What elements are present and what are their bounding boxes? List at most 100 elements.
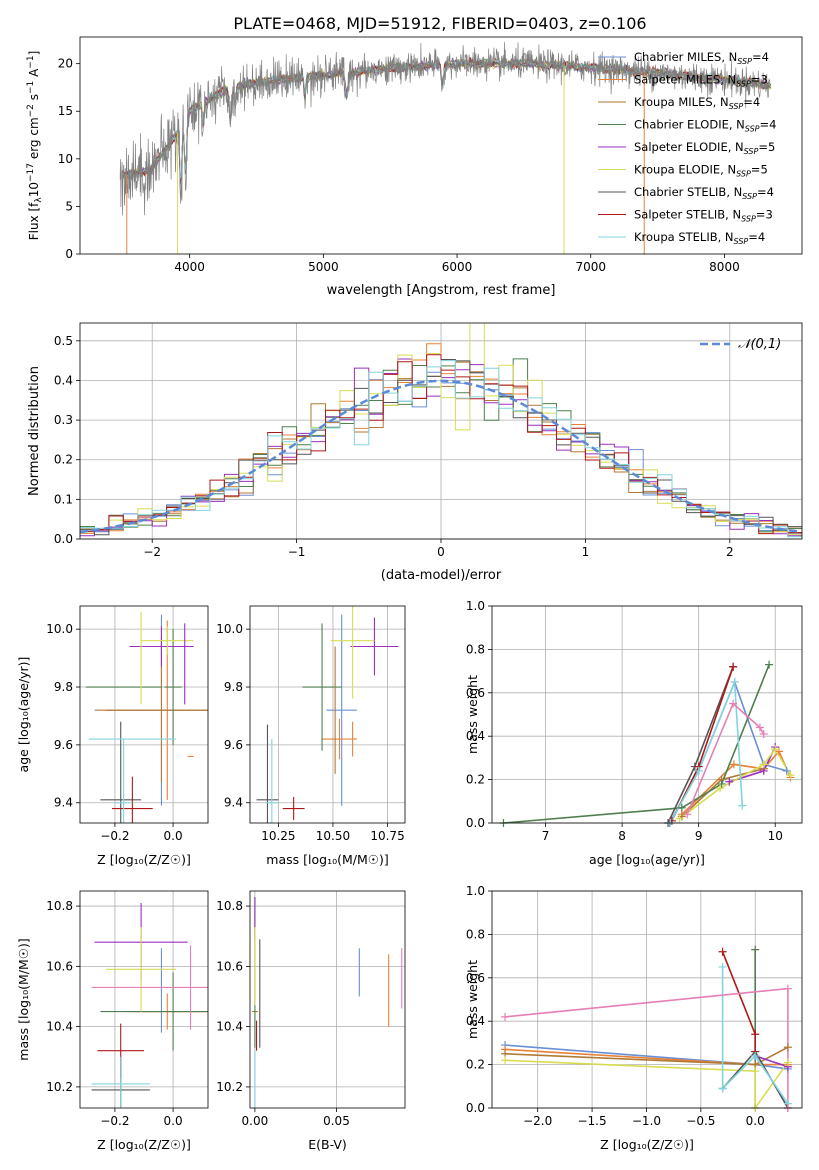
legend-entry: Salpeter ELODIE, NSSP=5 bbox=[634, 140, 775, 156]
mass-vs-Z-xlabel: Z [log₁₀(Z/Z☉)] bbox=[97, 1137, 191, 1152]
spectrum-ytick-label: 5 bbox=[65, 199, 73, 213]
age-vs-Z-xtick-label: −0.2 bbox=[100, 829, 129, 843]
residuals-ytick-label: 0.0 bbox=[54, 532, 73, 546]
age-vs-Z-ytick-label: 9.8 bbox=[54, 680, 73, 694]
massweight-vs-Z-ytick-label: 0.4 bbox=[466, 1014, 485, 1028]
mass-vs-Z-ytick-label: 10.6 bbox=[46, 959, 73, 973]
mass-vs-EBV-ytick-label: 10.2 bbox=[216, 1080, 243, 1094]
mass-vs-EBV-plot-area bbox=[251, 897, 403, 1108]
age-vs-mass-plot-area bbox=[256, 606, 399, 823]
residuals-ytick-label: 0.3 bbox=[54, 413, 73, 427]
massweight-vs-age-series-line bbox=[669, 681, 744, 823]
mass-vs-Z-plot-area bbox=[91, 903, 208, 1108]
mass-vs-EBV-xtick-label: 0.00 bbox=[242, 1114, 269, 1128]
mass-vs-Z-ytick-label: 10.8 bbox=[46, 899, 73, 913]
age-vs-Z-ylabel: age [log₁₀(age/yr)] bbox=[16, 657, 31, 773]
massweight-vs-age-ytick-label: 0.4 bbox=[466, 729, 485, 743]
age-vs-Z-frame bbox=[79, 605, 209, 824]
residuals-xtick-label: 1 bbox=[582, 545, 590, 559]
massweight-vs-age-ytick-label: 0.2 bbox=[466, 773, 485, 787]
massweight-vs-age-marker bbox=[730, 677, 739, 686]
residuals-ylabel: Normed distribution bbox=[27, 366, 42, 496]
spectrum-xlabel: wavelength [Angstrom, rest frame] bbox=[327, 283, 556, 298]
residuals-ytick-label: 0.4 bbox=[54, 373, 73, 387]
massweight-vs-Z-marker bbox=[751, 1030, 760, 1039]
massweight-vs-age-marker bbox=[683, 810, 692, 819]
spectrum-ytick-label: 15 bbox=[58, 104, 73, 118]
mass-vs-Z-xtick-label: 0.0 bbox=[164, 1114, 183, 1128]
legend-entry: Chabrier ELODIE, NSSP=4 bbox=[634, 118, 776, 134]
massweight-vs-Z-marker bbox=[718, 962, 727, 971]
spectrum-xtick-label: 5000 bbox=[308, 260, 339, 274]
residuals-ytick-label: 0.5 bbox=[54, 334, 73, 348]
mass-vs-EBV-xlabel: E(B-V) bbox=[308, 1137, 347, 1152]
massweight-vs-age-marker bbox=[759, 760, 768, 769]
legend-entry: Kroupa MILES, NSSP=4 bbox=[634, 95, 760, 111]
age-vs-Z-plot-area bbox=[85, 611, 208, 823]
massweight-vs-age-ytick-label: 0.6 bbox=[466, 686, 485, 700]
legend-entry: Salpeter MILES, NSSP=3 bbox=[634, 73, 768, 89]
mass-vs-EBV-frame bbox=[249, 890, 406, 1109]
spectrum-frame bbox=[79, 36, 803, 255]
massweight-vs-Z-xtick-label: −0.5 bbox=[686, 1114, 715, 1128]
spectrum-ytick-label: 20 bbox=[58, 57, 73, 71]
spectrum-observed-line bbox=[119, 41, 771, 216]
massweight-vs-Z-series-line bbox=[754, 1055, 789, 1068]
age-vs-mass-ytick-label: 9.8 bbox=[224, 680, 243, 694]
residuals-xlabel: (data-model)/error bbox=[381, 568, 502, 583]
mass-vs-EBV-ytick-label: 10.4 bbox=[216, 1020, 243, 1034]
age-vs-mass-xtick-label: 10.25 bbox=[261, 829, 295, 843]
massweight-vs-age-series-line bbox=[503, 664, 770, 823]
legend-entry: Chabrier STELIB, NSSP=4 bbox=[634, 185, 774, 201]
massweight-vs-age-marker bbox=[782, 766, 791, 775]
massweight-vs-age-marker bbox=[771, 745, 780, 754]
legend-entry: Salpeter STELIB, NSSP=3 bbox=[634, 208, 773, 224]
massweight-vs-Z-series-line bbox=[721, 967, 789, 1105]
spectrum-plot-area bbox=[119, 41, 772, 254]
massweight-vs-Z-marker bbox=[783, 984, 792, 993]
massweight-vs-Z-ytick-label: 0.2 bbox=[466, 1058, 485, 1072]
massweight-vs-Z-series-line bbox=[505, 1059, 789, 1108]
age-vs-Z-xtick-label: 0.0 bbox=[164, 829, 183, 843]
age-vs-mass-ytick-label: 10.0 bbox=[216, 622, 243, 636]
massweight-vs-age-xtick-label: 7 bbox=[542, 829, 550, 843]
age-vs-mass-xlabel: mass [log₁₀(M/M☉)] bbox=[266, 852, 388, 867]
massweight-vs-age-marker bbox=[725, 777, 734, 786]
mass-vs-Z-ytick-label: 10.4 bbox=[46, 1020, 73, 1034]
mass-vs-Z-frame bbox=[79, 890, 209, 1109]
legend-entry: Kroupa STELIB, NSSP=4 bbox=[634, 230, 765, 246]
massweight-vs-age-ytick-label: 0.0 bbox=[466, 816, 485, 830]
legend-entry: Chabrier MILES, NSSP=4 bbox=[634, 50, 769, 66]
massweight-vs-Z-ytick-label: 0.0 bbox=[466, 1101, 485, 1115]
massweight-vs-age-marker bbox=[765, 660, 774, 669]
massweight-vs-age-marker bbox=[755, 723, 764, 732]
spectrum-ytick-label: 0 bbox=[65, 247, 73, 261]
massweight-vs-age-ytick-label: 1.0 bbox=[466, 599, 485, 613]
mass-vs-Z-ytick-label: 10.2 bbox=[46, 1080, 73, 1094]
massweight-vs-Z-marker bbox=[751, 945, 760, 954]
massweight-vs-Z-marker bbox=[718, 1084, 727, 1093]
massweight-vs-age-marker bbox=[786, 771, 795, 780]
mass-vs-Z-xtick-label: −0.2 bbox=[100, 1114, 129, 1128]
massweight-vs-age-ylabel: mass weight bbox=[465, 675, 480, 754]
residuals-xtick-label: 2 bbox=[726, 545, 734, 559]
massweight-vs-age-marker bbox=[675, 814, 684, 823]
spectrum-ylabel: Flux [fλ10−17 erg cm−2 s−1 A−1] bbox=[26, 51, 44, 241]
massweight-vs-age-ytick-label: 0.8 bbox=[466, 642, 485, 656]
massweight-vs-age-frame bbox=[491, 605, 803, 824]
massweight-vs-Z-xtick-label: −2.0 bbox=[523, 1114, 552, 1128]
residuals-xtick-label: 0 bbox=[437, 545, 445, 559]
massweight-vs-Z-ytick-label: 0.8 bbox=[466, 927, 485, 941]
massweight-vs-age-marker bbox=[729, 699, 738, 708]
massweight-vs-age-xtick-label: 10 bbox=[768, 829, 783, 843]
massweight-vs-Z-marker bbox=[751, 1067, 760, 1076]
age-vs-mass-frame bbox=[249, 605, 406, 824]
figure-title: PLATE=0468, MJD=51912, FIBERID=0403, z=0… bbox=[233, 14, 646, 33]
massweight-vs-Z-xtick-label: 0.0 bbox=[746, 1114, 765, 1128]
massweight-vs-Z-series-line bbox=[721, 951, 757, 1052]
massweight-vs-Z-xtick-label: −1.5 bbox=[577, 1114, 606, 1128]
mass-vs-Z-ylabel: mass [log₁₀(M/M☉)] bbox=[16, 938, 31, 1060]
massweight-vs-age-xtick-label: 9 bbox=[695, 829, 703, 843]
mass-vs-EBV-ytick-label: 10.8 bbox=[216, 899, 243, 913]
